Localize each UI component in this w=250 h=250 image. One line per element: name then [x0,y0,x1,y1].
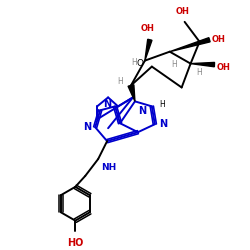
Text: N: N [138,106,146,116]
Text: OH: OH [141,24,155,33]
Polygon shape [170,38,210,52]
Text: H: H [172,60,177,69]
Polygon shape [190,62,214,67]
Text: H: H [131,58,137,67]
Text: H: H [196,68,202,76]
Text: N: N [83,122,91,132]
Text: OH: OH [216,63,230,72]
Text: H: H [159,100,164,109]
Text: OH: OH [212,35,225,44]
Text: HO: HO [67,238,84,248]
Text: O: O [137,59,144,68]
Text: N: N [159,119,167,129]
Text: OH: OH [176,7,190,16]
Polygon shape [128,85,135,102]
Text: H: H [117,77,123,86]
Text: NH: NH [101,163,116,172]
Text: N: N [103,99,111,109]
Polygon shape [145,39,152,61]
